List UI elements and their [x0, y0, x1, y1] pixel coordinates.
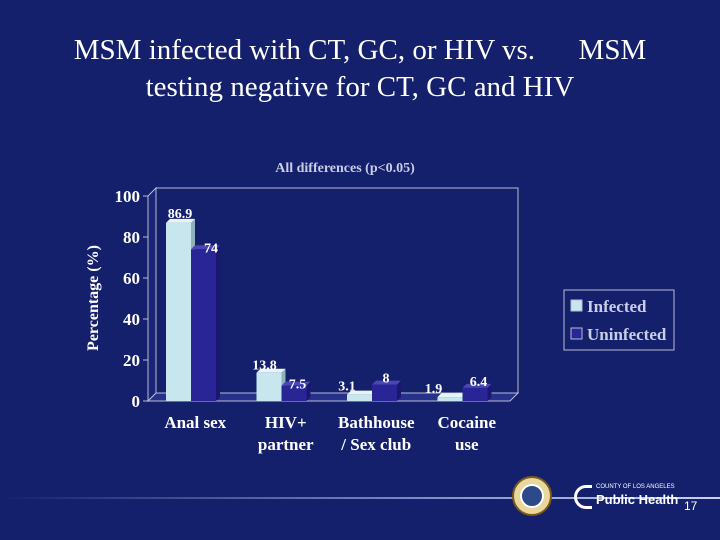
x-tick-label: Bathhouse: [338, 413, 415, 432]
bar-side-uninfected: [216, 245, 220, 401]
page-number: 17: [684, 499, 698, 513]
y-tick-label: 0: [132, 392, 141, 411]
slide-title-line-2: testing negative for CT, GC and HIV: [145, 71, 575, 103]
bar-side-uninfected: [487, 383, 492, 401]
x-tick-label: Anal sex: [164, 413, 226, 432]
legend-swatch-uninfected: [570, 327, 583, 340]
y-tick-label: 20: [123, 351, 140, 370]
bar-top-infected: [437, 393, 467, 398]
legend-box: [563, 289, 675, 351]
data-label-uninfected: 6.4: [470, 375, 488, 390]
bar-uninfected: [281, 385, 307, 401]
bar-uninfected: [191, 249, 216, 401]
data-label-infected: 3.1: [338, 380, 356, 395]
bar-top-infected: [256, 368, 286, 373]
legend-label-infected: Infected: [587, 297, 647, 316]
bar-infected: [437, 397, 463, 401]
county-seal-logo: [512, 476, 552, 516]
x-tick-label: use: [455, 435, 479, 454]
side-wall: [147, 186, 157, 403]
bar-infected: [256, 372, 282, 401]
public-health-mark-icon: [574, 485, 592, 509]
slide-title-line-1: MSM infected with CT, GC, or HIV vs. MSM: [73, 34, 647, 66]
bar-chart: All differences (p<0.05) 0 20 40 60 80 100 Perc…: [85, 161, 675, 454]
x-tick-label: partner: [258, 435, 314, 454]
chart-title: All differences (p<0.05): [275, 161, 415, 176]
data-label-infected: 1.9: [425, 382, 443, 397]
data-label-uninfected: 74: [204, 241, 218, 256]
public-health-logo-small-text: COUNTY OF LOS ANGELES: [596, 484, 675, 490]
bar-infected: [166, 222, 191, 401]
x-tick-label: HIV+: [265, 413, 307, 432]
y-tick-label: 100: [115, 187, 141, 206]
bar-top-uninfected: [281, 381, 311, 386]
bar-top-uninfected: [462, 383, 492, 388]
x-tick-label: Cocaine: [437, 413, 496, 432]
y-tick-label: 60: [123, 269, 140, 288]
y-axis-label: Percentage (%): [85, 245, 102, 351]
public-health-logo-text: Public Health: [596, 492, 679, 507]
y-tick-label: 40: [123, 310, 140, 329]
seal-center-emblem: [520, 484, 544, 508]
data-label-uninfected: 7.5: [289, 378, 307, 393]
data-label-infected: 86.9: [168, 207, 193, 222]
bar-uninfected: [372, 384, 397, 401]
y-tick-label: 80: [123, 228, 140, 247]
legend-label-uninfected: Uninfected: [587, 325, 667, 344]
bar-uninfected: [462, 387, 488, 401]
bar-top-infected: [347, 390, 376, 395]
bar-top-infected: [166, 218, 195, 223]
data-label-uninfected: 8: [383, 372, 390, 387]
bar-side-uninfected: [397, 380, 401, 401]
bar-top-uninfected: [191, 245, 220, 250]
bar-side-uninfected: [306, 381, 311, 401]
legend-swatch-infected: [570, 299, 583, 312]
slide-title: MSM infected with CT, GC, or HIV vs. MSM…: [20, 32, 700, 106]
bar-top-uninfected: [372, 380, 401, 385]
bar-infected: [347, 394, 372, 401]
public-health-logo: COUNTY OF LOS ANGELES Public Health: [574, 483, 680, 513]
x-tick-label: / Sex club: [340, 435, 411, 454]
footer-divider: [0, 497, 720, 499]
data-label-infected: 13.8: [252, 359, 277, 374]
